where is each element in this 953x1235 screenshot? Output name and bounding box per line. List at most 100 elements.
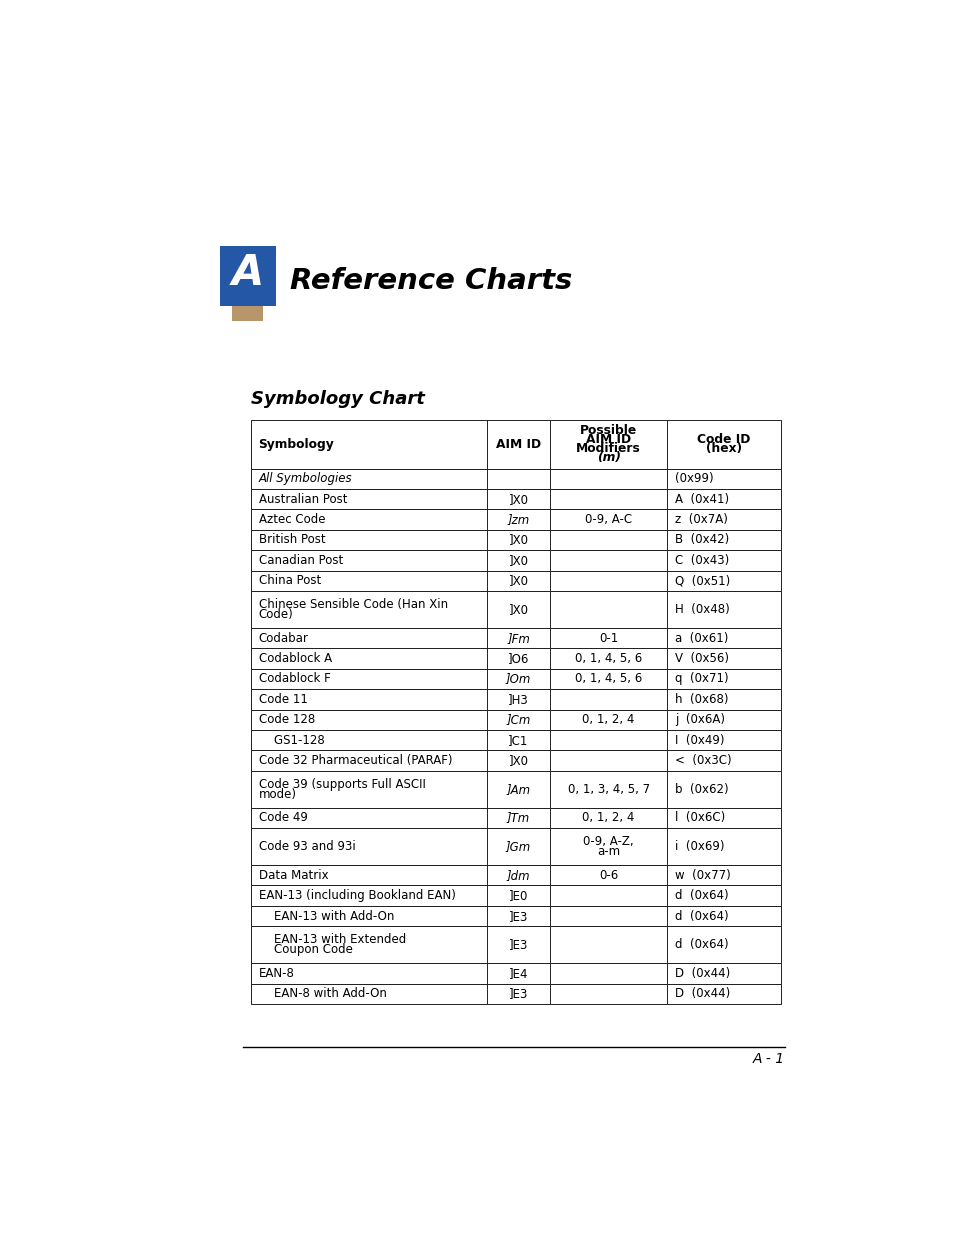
Bar	[251, 489, 781, 509]
Text: Code 32 Pharmaceutical (PARAF): Code 32 Pharmaceutical (PARAF)	[258, 755, 452, 767]
Text: 0-9, A-Z,: 0-9, A-Z,	[582, 835, 634, 848]
Text: <  (0x3C): < (0x3C)	[674, 755, 731, 767]
Text: AIM ID: AIM ID	[496, 437, 540, 451]
Text: ]O6: ]O6	[507, 652, 529, 664]
Text: ]C1: ]C1	[508, 734, 528, 747]
Text: Codablock A: Codablock A	[258, 652, 332, 664]
Bar	[251, 550, 781, 571]
Bar	[233, 293, 263, 321]
Text: Aztec Code: Aztec Code	[258, 513, 325, 526]
Bar	[251, 829, 781, 864]
Text: EAN-13 (including Bookland EAN): EAN-13 (including Bookland EAN)	[258, 889, 455, 903]
Text: ]Fm: ]Fm	[507, 631, 530, 645]
Text: D  (0x44): D (0x44)	[674, 967, 729, 979]
Text: Code 128: Code 128	[258, 714, 314, 726]
Bar	[251, 627, 781, 648]
Bar	[251, 530, 781, 550]
Text: Possible: Possible	[579, 425, 637, 437]
Text: Code 93 and 93i: Code 93 and 93i	[258, 840, 355, 853]
Text: Symbology: Symbology	[258, 437, 334, 451]
Text: China Post: China Post	[258, 574, 320, 588]
Text: ]E3: ]E3	[508, 939, 528, 951]
Bar	[251, 509, 781, 530]
Text: 0, 1, 2, 4: 0, 1, 2, 4	[582, 714, 634, 726]
Bar	[251, 963, 781, 983]
Text: Canadian Post: Canadian Post	[258, 553, 342, 567]
Text: A: A	[232, 252, 264, 294]
Text: ]Am: ]Am	[506, 783, 530, 795]
Text: ]E0: ]E0	[508, 889, 528, 903]
Text: EAN-8 with Add-On: EAN-8 with Add-On	[258, 987, 386, 1000]
Text: ]E3: ]E3	[508, 987, 528, 1000]
Text: EAN-13 with Add-On: EAN-13 with Add-On	[258, 910, 394, 923]
Text: EAN-8: EAN-8	[258, 967, 294, 979]
Text: AIM ID: AIM ID	[585, 433, 631, 446]
Text: d  (0x64): d (0x64)	[674, 910, 727, 923]
Text: Reference Charts: Reference Charts	[290, 268, 572, 295]
Text: ]H3: ]H3	[508, 693, 528, 706]
Text: ]X0: ]X0	[508, 493, 528, 505]
Text: A  (0x41): A (0x41)	[674, 493, 728, 505]
Bar	[251, 808, 781, 829]
Text: C  (0x43): C (0x43)	[674, 553, 728, 567]
Text: ]E4: ]E4	[508, 967, 528, 979]
Text: Coupon Code: Coupon Code	[258, 944, 352, 956]
Text: Code 39 (supports Full ASCII: Code 39 (supports Full ASCII	[258, 778, 425, 790]
Text: ]E3: ]E3	[508, 910, 528, 923]
Bar	[251, 885, 781, 906]
Text: (m): (m)	[596, 451, 620, 464]
Text: ]zm: ]zm	[507, 513, 529, 526]
Text: Symbology Chart: Symbology Chart	[251, 390, 424, 409]
Text: Code 49: Code 49	[258, 811, 307, 825]
Text: (0x99): (0x99)	[674, 472, 713, 485]
Bar	[251, 420, 781, 468]
Text: ]Gm: ]Gm	[505, 840, 531, 853]
Text: ]X0: ]X0	[508, 534, 528, 546]
Bar	[251, 710, 781, 730]
Bar	[220, 246, 275, 306]
Bar	[251, 906, 781, 926]
Text: V  (0x56): V (0x56)	[674, 652, 728, 664]
Text: Code): Code)	[258, 608, 293, 621]
Bar	[251, 689, 781, 710]
Bar	[251, 571, 781, 592]
Text: GS1-128: GS1-128	[258, 734, 324, 747]
Text: a-m: a-m	[597, 845, 619, 858]
Text: ]Tm: ]Tm	[506, 811, 530, 825]
Text: Code 11: Code 11	[258, 693, 307, 706]
Text: d  (0x64): d (0x64)	[674, 939, 727, 951]
Text: a  (0x61): a (0x61)	[674, 631, 727, 645]
Bar	[220, 246, 275, 306]
Text: 0, 1, 2, 4: 0, 1, 2, 4	[582, 811, 634, 825]
Text: Australian Post: Australian Post	[258, 493, 347, 505]
Text: B  (0x42): B (0x42)	[674, 534, 728, 546]
Text: All Symbologies: All Symbologies	[258, 472, 352, 485]
Text: ]Cm: ]Cm	[506, 714, 530, 726]
Bar	[251, 864, 781, 885]
Text: ]dm: ]dm	[506, 868, 530, 882]
Text: Modifiers: Modifiers	[576, 442, 640, 456]
Text: d  (0x64): d (0x64)	[674, 889, 727, 903]
Text: 0-6: 0-6	[598, 868, 618, 882]
Text: ]X0: ]X0	[508, 755, 528, 767]
Bar	[251, 771, 781, 808]
Text: 0, 1, 4, 5, 6: 0, 1, 4, 5, 6	[575, 672, 641, 685]
Text: ]X0: ]X0	[508, 574, 528, 588]
Text: z  (0x7A): z (0x7A)	[674, 513, 727, 526]
Text: ]X0: ]X0	[508, 553, 528, 567]
Text: ]X0: ]X0	[508, 603, 528, 616]
Text: ]Om: ]Om	[505, 672, 531, 685]
Text: mode): mode)	[258, 788, 296, 800]
Bar	[251, 592, 781, 627]
Text: q  (0x71): q (0x71)	[674, 672, 727, 685]
Text: (hex): (hex)	[705, 442, 741, 456]
Text: I  (0x49): I (0x49)	[674, 734, 723, 747]
Bar	[251, 730, 781, 751]
Bar	[251, 926, 781, 963]
Text: l  (0x6C): l (0x6C)	[674, 811, 724, 825]
Bar	[251, 668, 781, 689]
Text: 0-9, A-C: 0-9, A-C	[584, 513, 632, 526]
Text: British Post: British Post	[258, 534, 325, 546]
Text: EAN-13 with Extended: EAN-13 with Extended	[258, 934, 405, 946]
Text: 0, 1, 3, 4, 5, 7: 0, 1, 3, 4, 5, 7	[567, 783, 649, 795]
